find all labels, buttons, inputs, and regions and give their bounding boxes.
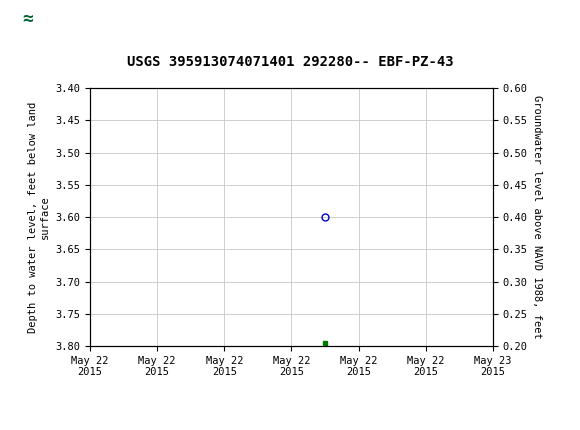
Y-axis label: Depth to water level, feet below land
surface: Depth to water level, feet below land su…: [28, 101, 50, 333]
Text: USGS 395913074071401 292280-- EBF-PZ-43: USGS 395913074071401 292280-- EBF-PZ-43: [126, 55, 454, 69]
Legend: Period of approved data: Period of approved data: [188, 426, 394, 430]
Text: USGS: USGS: [55, 10, 99, 28]
FancyBboxPatch shape: [7, 5, 48, 34]
Y-axis label: Groundwater level above NAVD 1988, feet: Groundwater level above NAVD 1988, feet: [532, 95, 542, 339]
Text: ≈: ≈: [23, 10, 33, 28]
